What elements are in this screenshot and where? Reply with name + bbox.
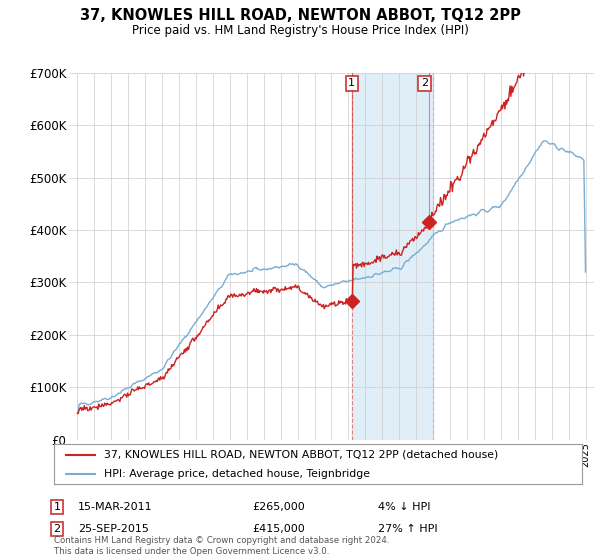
Text: 2: 2 bbox=[421, 78, 428, 88]
Text: 15-MAR-2011: 15-MAR-2011 bbox=[78, 502, 152, 512]
Text: Contains HM Land Registry data © Crown copyright and database right 2024.
This d: Contains HM Land Registry data © Crown c… bbox=[54, 536, 389, 556]
Text: Price paid vs. HM Land Registry's House Price Index (HPI): Price paid vs. HM Land Registry's House … bbox=[131, 24, 469, 36]
Text: 37, KNOWLES HILL ROAD, NEWTON ABBOT, TQ12 2PP (detached house): 37, KNOWLES HILL ROAD, NEWTON ABBOT, TQ1… bbox=[104, 450, 499, 460]
Text: 2: 2 bbox=[53, 524, 61, 534]
Text: 1: 1 bbox=[53, 502, 61, 512]
Text: £415,000: £415,000 bbox=[252, 524, 305, 534]
Text: 27% ↑ HPI: 27% ↑ HPI bbox=[378, 524, 437, 534]
Text: HPI: Average price, detached house, Teignbridge: HPI: Average price, detached house, Teig… bbox=[104, 469, 370, 478]
Text: 1: 1 bbox=[349, 78, 355, 88]
Text: 25-SEP-2015: 25-SEP-2015 bbox=[78, 524, 149, 534]
Text: 37, KNOWLES HILL ROAD, NEWTON ABBOT, TQ12 2PP: 37, KNOWLES HILL ROAD, NEWTON ABBOT, TQ1… bbox=[80, 8, 520, 24]
Bar bbox=[352, 73, 433, 440]
Text: £265,000: £265,000 bbox=[252, 502, 305, 512]
Text: 4% ↓ HPI: 4% ↓ HPI bbox=[378, 502, 431, 512]
